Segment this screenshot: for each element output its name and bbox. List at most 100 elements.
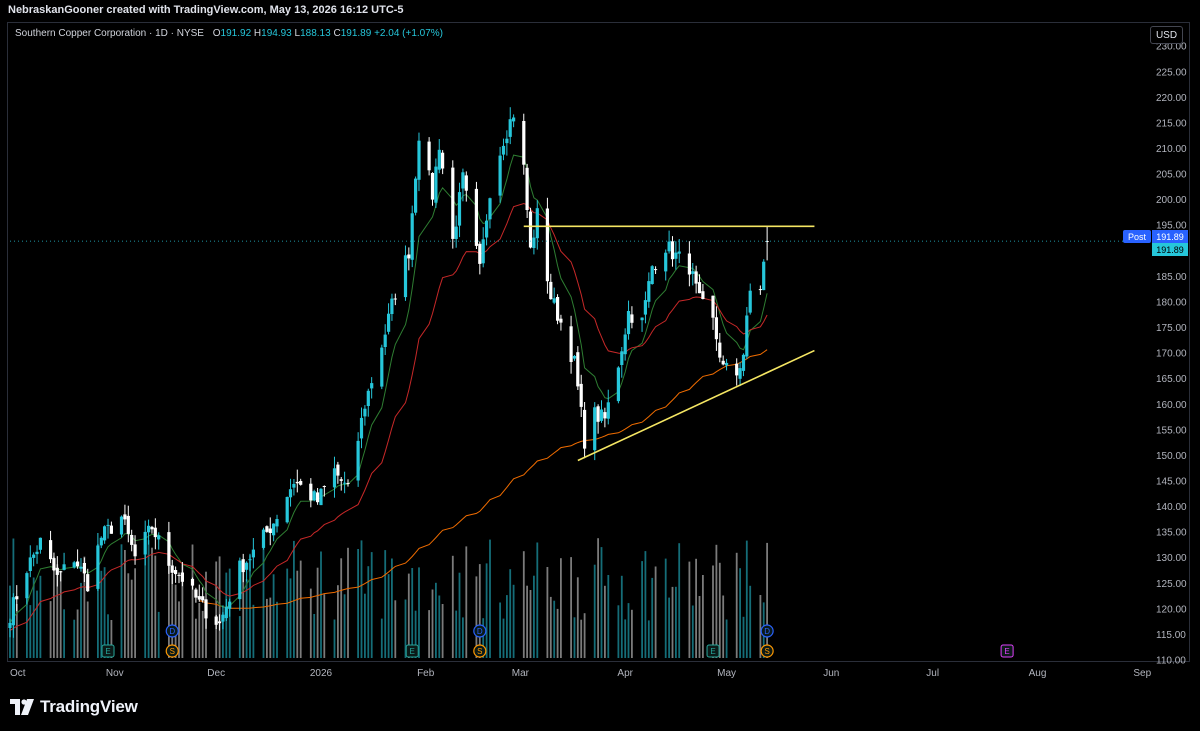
event-marker-d[interactable]: D <box>473 624 487 638</box>
candle <box>441 150 445 175</box>
volume-bar <box>97 544 99 658</box>
event-marker-s[interactable]: S <box>473 644 487 658</box>
candle <box>150 525 154 534</box>
volume-bar <box>414 610 417 658</box>
volume-bar <box>245 579 248 658</box>
volume-bar <box>309 588 312 658</box>
time-tick-label: Sep <box>1133 668 1151 679</box>
svg-text:E: E <box>410 647 415 656</box>
event-marker-d[interactable]: D <box>165 624 179 638</box>
candle <box>174 566 178 583</box>
volume-bar <box>570 557 572 658</box>
candle <box>393 293 397 306</box>
candle <box>248 553 252 572</box>
candle <box>745 307 749 359</box>
price-tick-label: 215.00 <box>1156 119 1187 130</box>
volume-bar <box>86 601 89 658</box>
volume-bar <box>110 620 113 658</box>
high-label: H <box>253 28 262 39</box>
price-tags: Post 191.89 191.89 <box>1123 230 1188 256</box>
candle <box>556 294 560 325</box>
high-value: 194.93 <box>261 28 292 39</box>
event-marker-s[interactable]: S <box>760 644 774 658</box>
volume-bar <box>715 544 718 658</box>
volume-bar <box>739 568 741 658</box>
footer <box>0 683 1200 731</box>
tradingview-logo[interactable]: TradingView <box>10 697 138 717</box>
candle <box>599 400 604 423</box>
volume-bar <box>499 602 501 658</box>
candle <box>430 172 435 206</box>
currency-button[interactable]: USD <box>1150 26 1183 44</box>
volume-bar <box>742 616 745 658</box>
candle <box>76 549 80 569</box>
candle <box>387 303 391 335</box>
support-trendline[interactable] <box>577 349 815 462</box>
volume-bar <box>418 567 420 658</box>
volume-bar <box>360 540 363 658</box>
price-tick-label: 185.00 <box>1156 272 1187 283</box>
candle <box>370 377 374 399</box>
candle <box>339 477 343 491</box>
candle <box>126 505 130 543</box>
candle <box>512 114 516 128</box>
volume-bar <box>191 544 194 658</box>
event-marker-e[interactable]: E <box>101 644 115 658</box>
candle <box>758 285 762 295</box>
candle <box>288 478 293 507</box>
volume-bar <box>718 562 721 658</box>
event-marker-e[interactable]: E <box>706 644 720 658</box>
time-tick-label: 2026 <box>310 668 333 679</box>
volume-bar <box>289 578 292 658</box>
price-tick-label: 115.00 <box>1156 630 1186 641</box>
low-label: L <box>294 28 301 39</box>
candle <box>228 598 232 617</box>
candle <box>505 130 509 156</box>
volume-bar <box>485 563 488 658</box>
volume-bar <box>678 543 681 658</box>
event-marker-s[interactable]: S <box>165 644 179 658</box>
candle <box>748 283 752 315</box>
symbol-title[interactable]: Southern Copper Corporation · 1D · NYSE <box>15 28 204 39</box>
time-tick-label: Jun <box>823 668 839 679</box>
volume-bar <box>725 619 728 658</box>
candle <box>79 558 83 572</box>
event-marker-e[interactable]: E <box>405 644 419 658</box>
volume-bar <box>489 539 491 658</box>
candle <box>261 527 266 550</box>
candle <box>177 572 181 584</box>
candle <box>59 571 63 582</box>
candle <box>640 317 644 332</box>
candle <box>25 571 29 605</box>
volume-bar <box>323 594 326 658</box>
volume-bar <box>482 618 485 658</box>
candle <box>488 197 492 229</box>
volume-bar <box>624 619 627 658</box>
volume-bar <box>107 614 109 658</box>
svg-text:S: S <box>764 647 769 656</box>
candle <box>603 407 607 428</box>
candle <box>414 176 418 216</box>
price-tick-label: 175.00 <box>1156 323 1187 334</box>
symbol-legend[interactable]: Southern Copper Corporation · 1D · NYSE … <box>15 28 443 39</box>
candle <box>214 614 218 630</box>
volume-bar <box>168 561 170 658</box>
volume-bar <box>347 547 349 658</box>
volume-bar <box>600 547 603 658</box>
price-chart[interactable]: E D S E D S E D S E 110.00 115.00 120.00 125.00 130.0… <box>0 0 1200 683</box>
event-marker-d[interactable]: D <box>760 624 774 638</box>
price-tick-label: 180.00 <box>1156 298 1187 309</box>
volume-bar <box>364 593 366 658</box>
volume-bar <box>394 600 397 658</box>
volume-bar <box>39 575 42 658</box>
volume-bar <box>712 565 714 658</box>
candle <box>35 545 39 564</box>
volume-bar <box>320 551 322 658</box>
post-price-tag: 191.89 <box>1156 232 1184 242</box>
candle <box>647 272 651 308</box>
candle <box>332 456 337 498</box>
event-marker-e[interactable]: E <box>1000 644 1014 658</box>
volume-bar <box>549 596 552 658</box>
candle <box>28 545 32 578</box>
volume-bar <box>127 573 130 658</box>
